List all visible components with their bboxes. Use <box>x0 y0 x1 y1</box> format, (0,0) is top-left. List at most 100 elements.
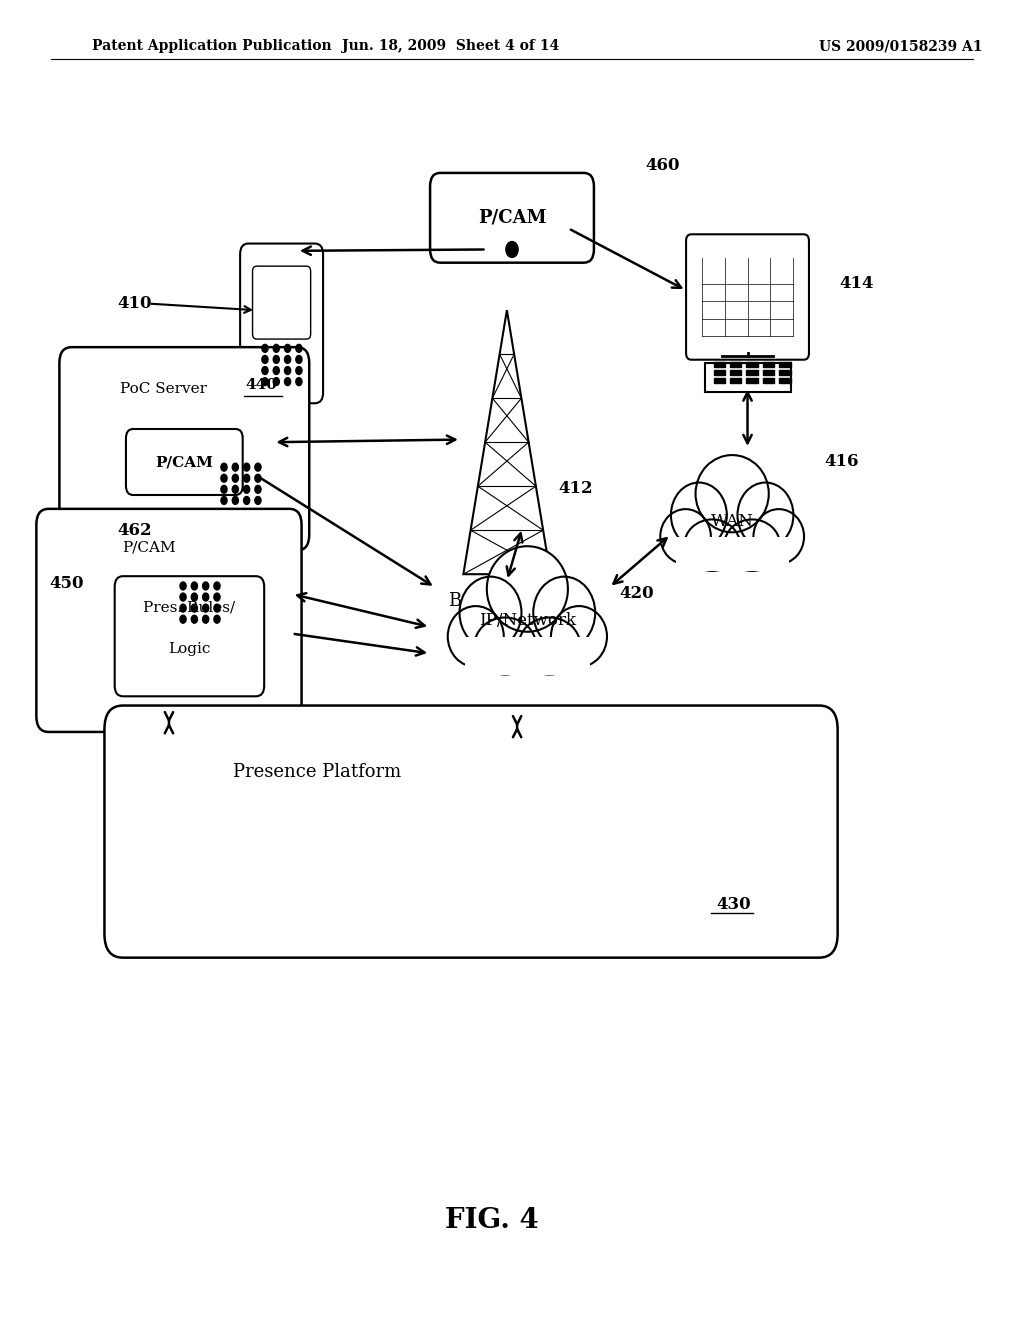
Circle shape <box>191 582 198 590</box>
FancyBboxPatch shape <box>686 235 809 359</box>
Circle shape <box>180 615 186 623</box>
Circle shape <box>180 593 186 601</box>
Circle shape <box>244 474 250 482</box>
Text: WAN: WAN <box>711 513 754 529</box>
Bar <box>779 362 791 367</box>
Circle shape <box>273 367 280 375</box>
Bar <box>730 362 741 367</box>
Circle shape <box>221 474 227 482</box>
Circle shape <box>214 593 220 601</box>
Text: 410: 410 <box>118 296 153 312</box>
Circle shape <box>296 345 302 352</box>
Bar <box>763 378 774 383</box>
Bar <box>714 378 725 383</box>
FancyBboxPatch shape <box>171 504 228 577</box>
Polygon shape <box>463 310 551 574</box>
Circle shape <box>255 486 261 494</box>
FancyBboxPatch shape <box>37 508 302 731</box>
Bar <box>746 362 758 367</box>
Text: 414: 414 <box>840 276 874 292</box>
Circle shape <box>232 474 239 482</box>
Bar <box>763 362 774 367</box>
Circle shape <box>244 496 250 504</box>
Ellipse shape <box>695 455 769 532</box>
Text: 412: 412 <box>558 480 593 496</box>
Circle shape <box>262 367 268 375</box>
Text: P/CAM: P/CAM <box>156 455 213 469</box>
Ellipse shape <box>724 520 780 572</box>
FancyBboxPatch shape <box>158 482 242 642</box>
Ellipse shape <box>460 577 521 649</box>
Circle shape <box>296 355 302 363</box>
Text: P/CAM: P/CAM <box>477 209 547 227</box>
Circle shape <box>203 582 209 590</box>
Text: IP/Network: IP/Network <box>479 612 575 628</box>
Bar <box>779 378 791 383</box>
Bar <box>730 370 741 375</box>
Ellipse shape <box>486 546 568 632</box>
Circle shape <box>191 615 198 623</box>
Circle shape <box>232 486 239 494</box>
FancyBboxPatch shape <box>199 362 282 521</box>
Ellipse shape <box>447 606 504 667</box>
Text: PoC Server: PoC Server <box>121 383 207 396</box>
Circle shape <box>262 355 268 363</box>
Text: 416: 416 <box>824 454 859 470</box>
FancyBboxPatch shape <box>705 363 791 392</box>
Bar <box>730 378 741 383</box>
Circle shape <box>296 367 302 375</box>
Circle shape <box>255 496 261 504</box>
FancyBboxPatch shape <box>115 576 264 697</box>
Circle shape <box>180 605 186 612</box>
Text: 460: 460 <box>645 157 680 173</box>
Circle shape <box>244 486 250 494</box>
Circle shape <box>285 345 291 352</box>
Text: FIG. 4: FIG. 4 <box>444 1208 539 1234</box>
Circle shape <box>232 463 239 471</box>
Text: 462: 462 <box>118 523 153 539</box>
Bar <box>746 370 758 375</box>
Circle shape <box>214 615 220 623</box>
Circle shape <box>273 355 280 363</box>
Text: Base Station: Base Station <box>450 591 564 610</box>
Bar <box>746 378 758 383</box>
Text: Pres. Rules/: Pres. Rules/ <box>143 601 236 614</box>
FancyBboxPatch shape <box>104 706 838 958</box>
Bar <box>714 362 725 367</box>
Ellipse shape <box>754 510 804 564</box>
Circle shape <box>285 355 291 363</box>
FancyBboxPatch shape <box>126 429 243 495</box>
FancyBboxPatch shape <box>59 347 309 550</box>
Ellipse shape <box>684 520 740 572</box>
Circle shape <box>203 615 209 623</box>
Circle shape <box>285 378 291 385</box>
Circle shape <box>221 486 227 494</box>
Text: Jun. 18, 2009  Sheet 4 of 14: Jun. 18, 2009 Sheet 4 of 14 <box>342 40 559 53</box>
Circle shape <box>506 242 518 257</box>
Ellipse shape <box>671 483 727 548</box>
Circle shape <box>203 605 209 612</box>
Bar <box>714 370 725 375</box>
Circle shape <box>285 367 291 375</box>
Circle shape <box>191 593 198 601</box>
Ellipse shape <box>551 606 607 667</box>
Circle shape <box>191 605 198 612</box>
Circle shape <box>221 496 227 504</box>
Bar <box>763 370 774 375</box>
Circle shape <box>255 474 261 482</box>
Ellipse shape <box>534 577 595 649</box>
Text: US 2009/0158239 A1: US 2009/0158239 A1 <box>819 40 983 53</box>
Text: 430: 430 <box>717 896 752 912</box>
Ellipse shape <box>518 618 581 675</box>
Circle shape <box>262 345 268 352</box>
Circle shape <box>273 378 280 385</box>
Circle shape <box>203 593 209 601</box>
Circle shape <box>214 605 220 612</box>
FancyBboxPatch shape <box>253 267 310 339</box>
Text: 440: 440 <box>246 379 278 392</box>
Circle shape <box>255 463 261 471</box>
Circle shape <box>221 463 227 471</box>
Text: P/CAM: P/CAM <box>122 541 175 554</box>
FancyBboxPatch shape <box>465 636 590 675</box>
Text: Patent Application Publication: Patent Application Publication <box>92 40 332 53</box>
